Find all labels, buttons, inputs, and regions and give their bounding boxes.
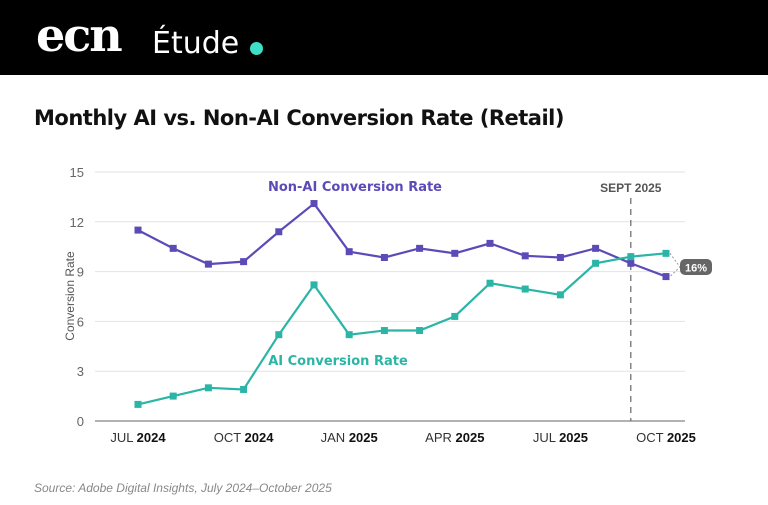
data-point bbox=[134, 226, 142, 234]
data-point bbox=[416, 244, 424, 252]
data-point bbox=[380, 253, 388, 261]
data-point bbox=[240, 258, 248, 266]
y-tick-label: 9 bbox=[77, 265, 84, 280]
data-point bbox=[204, 384, 212, 392]
section-label: Étude bbox=[152, 26, 240, 61]
data-point bbox=[556, 253, 564, 261]
ecn-logo: ecn bbox=[36, 8, 123, 62]
data-point bbox=[169, 244, 177, 252]
legend-non-ai: Non-AI Conversion Rate bbox=[268, 180, 442, 195]
percentage-badge bbox=[680, 259, 712, 275]
data-point bbox=[556, 291, 564, 299]
x-tick-label: JUL 2024 bbox=[110, 430, 166, 445]
data-point bbox=[240, 385, 248, 393]
y-axis-label: Conversion Rate bbox=[63, 251, 77, 341]
y-tick-label: 0 bbox=[77, 414, 84, 429]
source-note: Source: Adobe Digital Insights, July 202… bbox=[34, 481, 332, 495]
data-point bbox=[627, 253, 635, 261]
y-tick-label: 15 bbox=[70, 165, 84, 180]
series-line-ai bbox=[137, 252, 667, 406]
data-point bbox=[451, 312, 459, 320]
data-point bbox=[345, 331, 353, 339]
x-tick-label: JUL 2025 bbox=[533, 430, 588, 445]
data-point bbox=[345, 248, 353, 256]
sept-2025-label: SEPT 2025 bbox=[600, 181, 662, 195]
y-tick-label: 3 bbox=[77, 364, 84, 379]
data-point bbox=[204, 260, 212, 268]
x-tick-label: JAN 2025 bbox=[321, 430, 378, 445]
y-tick-label: 6 bbox=[77, 314, 84, 329]
series-line-non-ai bbox=[137, 201, 667, 278]
badge-connector bbox=[669, 253, 681, 277]
data-point bbox=[310, 281, 318, 289]
data-point bbox=[592, 259, 600, 267]
header-bar: ecn Étude bbox=[0, 0, 768, 75]
percentage-badge-text: 16% bbox=[685, 263, 707, 275]
data-point bbox=[662, 249, 670, 257]
x-tick-label: APR 2025 bbox=[425, 430, 484, 445]
data-point bbox=[627, 259, 635, 267]
data-point bbox=[275, 331, 283, 339]
data-point bbox=[486, 279, 494, 287]
data-point bbox=[486, 239, 494, 247]
data-point bbox=[592, 244, 600, 252]
data-point bbox=[134, 400, 142, 408]
legend-ai: AI Conversion Rate bbox=[268, 354, 408, 369]
accent-dot bbox=[250, 42, 263, 55]
y-tick-label: 12 bbox=[70, 215, 84, 230]
data-point bbox=[310, 200, 318, 208]
data-point bbox=[416, 327, 424, 335]
data-point bbox=[380, 327, 388, 335]
data-point bbox=[521, 285, 529, 293]
data-point bbox=[169, 392, 177, 400]
chart-title: Monthly AI vs. Non-AI Conversion Rate (R… bbox=[34, 106, 564, 130]
x-tick-label: OCT 2025 bbox=[636, 430, 696, 445]
data-point bbox=[451, 249, 459, 257]
data-point bbox=[662, 273, 670, 281]
data-point bbox=[275, 228, 283, 236]
x-tick-label: OCT 2024 bbox=[214, 430, 275, 445]
data-point bbox=[521, 252, 529, 260]
